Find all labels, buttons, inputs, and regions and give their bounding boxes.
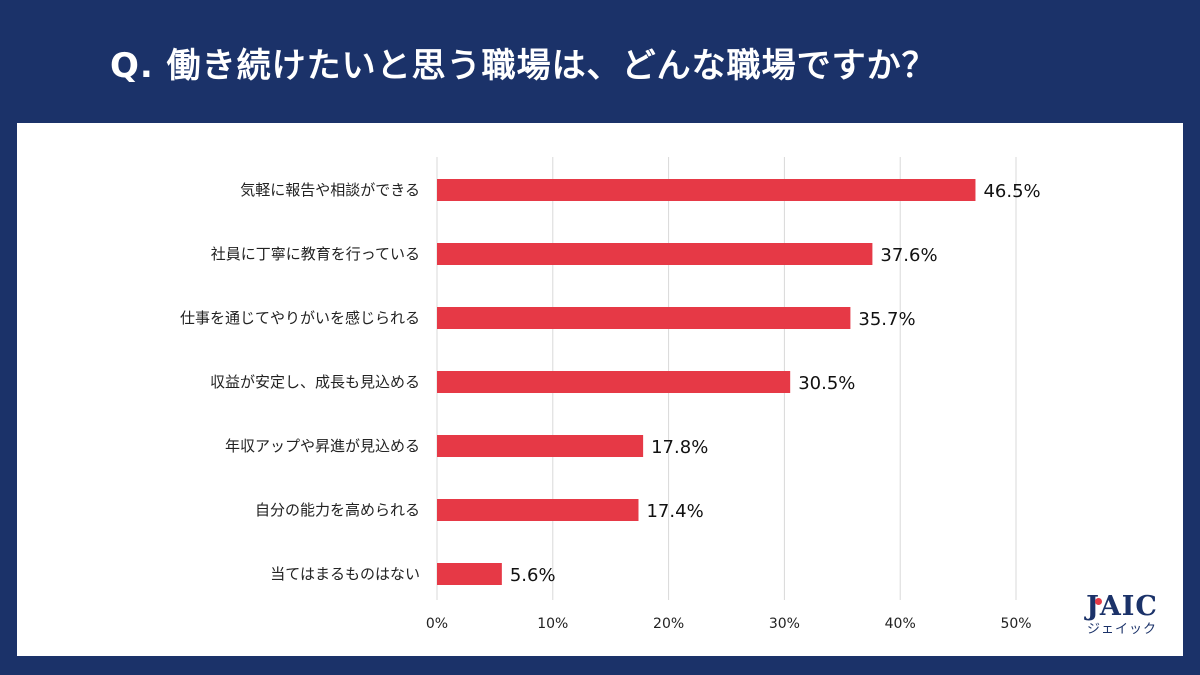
bar bbox=[437, 179, 976, 201]
value-label: 17.8% bbox=[651, 437, 708, 458]
value-label: 30.5% bbox=[798, 373, 855, 394]
jaic-logo: JAIC ジェイック bbox=[1072, 592, 1172, 638]
x-tick-label: 20% bbox=[653, 616, 684, 632]
category-label: 気軽に報告や相談ができる bbox=[240, 181, 420, 199]
bar bbox=[437, 563, 502, 585]
logo-dot-icon bbox=[1095, 598, 1102, 605]
bar bbox=[437, 435, 644, 457]
value-label: 17.4% bbox=[646, 501, 703, 522]
x-tick-label: 50% bbox=[1000, 616, 1031, 632]
logo-main-text: JAIC bbox=[1086, 591, 1158, 622]
category-label: 当てはまるものはない bbox=[270, 565, 420, 583]
category-label: 仕事を通じてやりがいを感じられる bbox=[180, 309, 420, 327]
bar bbox=[437, 371, 791, 393]
bar bbox=[437, 499, 639, 521]
category-label: 社員に丁寧に教育を行っている bbox=[211, 245, 420, 263]
logo-sub-text: ジェイック bbox=[1086, 622, 1157, 637]
value-label: 5.6% bbox=[510, 565, 556, 586]
value-label: 46.5% bbox=[983, 181, 1040, 202]
bar bbox=[437, 307, 851, 329]
value-label: 37.6% bbox=[880, 245, 937, 266]
bars bbox=[437, 179, 976, 585]
labels: 0% 10% 20% 30% 40% 50% 気軽に報告や相談ができる 46.5% 社員に丁寧に… bbox=[180, 181, 1041, 632]
bar bbox=[437, 243, 873, 265]
value-label: 35.7% bbox=[858, 309, 915, 330]
x-tick-label: 0% bbox=[426, 616, 448, 632]
category-label: 収益が安定し、成長も見込める bbox=[210, 373, 420, 391]
x-tick-label: 10% bbox=[537, 616, 568, 632]
x-tick-label: 40% bbox=[885, 616, 916, 632]
category-label: 自分の能力を高められる bbox=[255, 501, 420, 519]
chart-title: Q. 働き続けたいと思う職場は、どんな職場ですか？ bbox=[110, 46, 937, 86]
x-tick-label: 30% bbox=[769, 616, 800, 632]
category-label: 年収アップや昇進が見込める bbox=[225, 437, 420, 455]
